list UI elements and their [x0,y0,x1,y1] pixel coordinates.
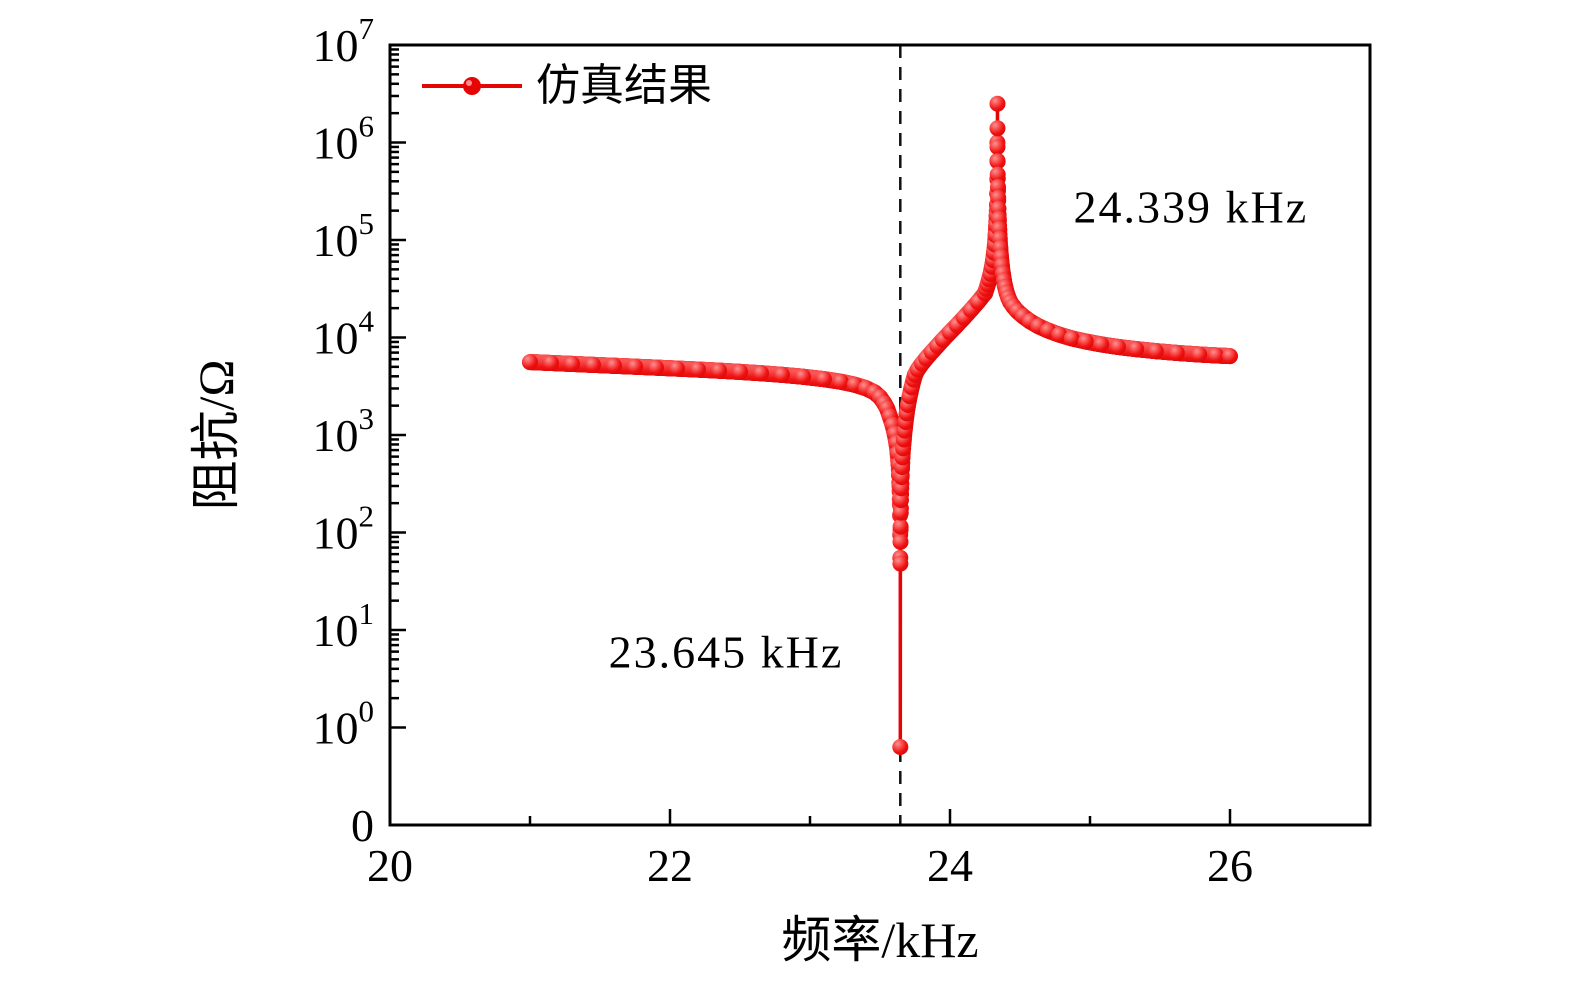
svg-text:102: 102 [313,499,375,559]
x-tick-labels: 20 22 24 26 [367,840,1253,891]
resonance-frequency-annotation: 23.645 kHz [608,626,844,678]
y-tick-labels: 100 101 102 103 104 105 106 107 0 [313,11,375,851]
x-axis-title: 频率/kHz [781,912,979,968]
legend-line-marker-icon [422,77,522,95]
axis-ticks [388,43,1232,825]
y-axis-title: 阻抗/Ω [188,359,244,511]
svg-text:22: 22 [647,840,693,891]
plot-frame [388,43,1372,827]
svg-text:103: 103 [313,401,375,461]
svg-text:0: 0 [351,800,374,851]
data-point-markers [522,95,1238,755]
svg-text:106: 106 [313,109,375,169]
svg-text:101: 101 [313,596,375,656]
legend: 仿真结果 [420,64,712,108]
svg-text:104: 104 [313,304,375,364]
svg-text:24: 24 [927,840,973,891]
svg-text:107: 107 [313,11,375,71]
legend-label: 仿真结果 [536,61,712,110]
svg-text:20: 20 [367,840,413,891]
svg-text:26: 26 [1207,840,1253,891]
svg-text:100: 100 [313,694,375,754]
svg-text:105: 105 [313,206,375,266]
antiresonance-frequency-annotation: 24.339 kHz [1073,181,1309,233]
